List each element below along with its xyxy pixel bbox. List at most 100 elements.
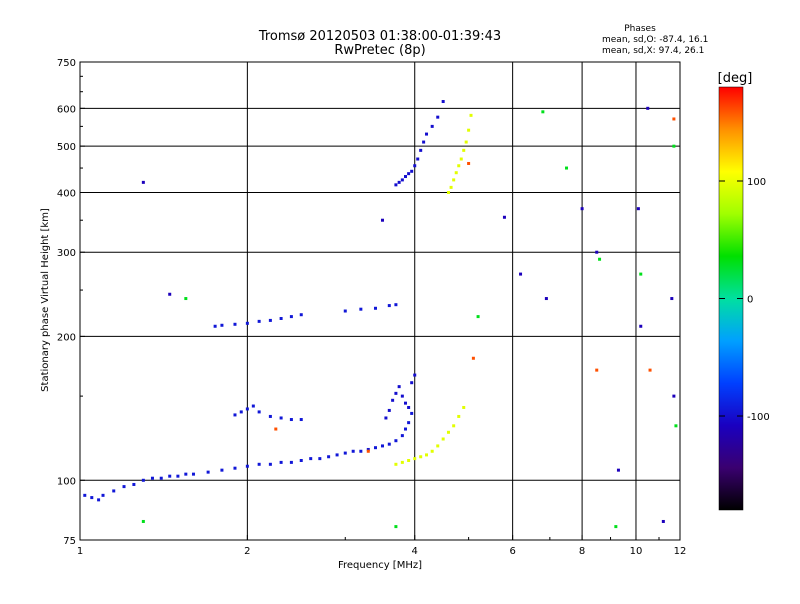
- data-point: [184, 297, 188, 301]
- data-point: [648, 368, 652, 372]
- data-point: [471, 356, 475, 360]
- data-point: [366, 449, 370, 453]
- data-point: [436, 444, 440, 448]
- data-point: [672, 144, 676, 148]
- data-point: [233, 322, 237, 326]
- data-point: [519, 272, 523, 276]
- y-tick-label: 300: [57, 248, 76, 259]
- data-point: [245, 321, 249, 325]
- data-point: [384, 416, 388, 420]
- data-point: [413, 373, 417, 377]
- data-point: [220, 468, 224, 472]
- data-point: [670, 297, 674, 301]
- data-point: [112, 489, 116, 493]
- data-point: [614, 525, 618, 529]
- data-point: [257, 319, 261, 323]
- data-point: [580, 207, 584, 211]
- data-point: [544, 297, 548, 301]
- chart-title: Tromsø 20120503 01:38:00-01:39:43: [258, 29, 501, 44]
- data-point: [289, 315, 293, 319]
- data-point: [327, 455, 331, 459]
- data-point: [279, 316, 283, 320]
- data-point: [245, 464, 249, 468]
- x-tick-label: 1: [77, 546, 83, 557]
- chart-subtitle: RwPretec (8p): [334, 43, 425, 58]
- data-point: [268, 414, 272, 418]
- data-point: [213, 324, 217, 328]
- colorbar-tick-label: 100: [747, 177, 766, 188]
- data-point: [457, 164, 461, 168]
- data-point: [422, 140, 426, 144]
- data-point: [454, 171, 458, 175]
- data-point: [239, 410, 243, 414]
- data-point: [257, 462, 261, 466]
- data-point: [359, 307, 363, 311]
- data-point: [404, 427, 408, 431]
- x-tick-label: 2: [244, 546, 250, 557]
- data-point: [452, 178, 456, 182]
- data-point: [141, 478, 145, 482]
- data-point: [387, 408, 391, 412]
- data-point: [257, 410, 261, 414]
- data-point: [413, 457, 417, 461]
- data-point: [397, 180, 401, 184]
- data-point: [400, 178, 404, 182]
- data-point: [394, 391, 398, 395]
- data-point: [446, 190, 450, 194]
- data-point: [407, 172, 411, 176]
- data-point: [397, 385, 401, 389]
- data-point: [380, 444, 384, 448]
- data-point: [476, 315, 480, 319]
- y-tick-label: 400: [57, 188, 76, 199]
- phases-x-line: mean, sd,X: 97.4, 26.1: [602, 46, 704, 56]
- data-point: [268, 462, 272, 466]
- phases-o-line: mean, sd,O: -87.4, 16.1: [602, 35, 708, 45]
- data-point: [410, 169, 414, 173]
- data-point: [467, 161, 471, 165]
- x-tick-label: 6: [509, 546, 515, 557]
- data-point: [430, 449, 434, 453]
- data-point: [279, 460, 283, 464]
- data-point: [436, 115, 440, 119]
- data-point: [462, 148, 466, 152]
- data-point: [132, 482, 136, 486]
- data-point: [359, 449, 363, 453]
- data-point: [430, 124, 434, 128]
- data-point: [206, 470, 210, 474]
- y-axis-ticks: 75 100 200 300 400 500 600 750: [57, 58, 85, 547]
- data-point: [672, 394, 676, 398]
- data-point: [394, 303, 398, 307]
- data-point: [672, 117, 676, 121]
- data-point: [394, 439, 398, 443]
- data-point: [674, 424, 678, 428]
- data-point: [595, 368, 599, 372]
- data-point: [407, 421, 411, 425]
- data-point: [639, 324, 643, 328]
- data-point: [245, 407, 249, 411]
- data-point: [565, 166, 569, 170]
- y-tick-label: 200: [57, 332, 76, 343]
- data-point: [373, 446, 377, 450]
- data-point: [400, 460, 404, 464]
- data-point: [469, 113, 473, 117]
- colorbar-tick-label: 0: [747, 295, 753, 306]
- data-point: [464, 140, 468, 144]
- colorbar-label: [deg]: [718, 71, 753, 86]
- data-point: [391, 398, 395, 402]
- data-point: [251, 404, 255, 408]
- y-tick-label: 500: [57, 142, 76, 153]
- data-point: [220, 323, 224, 327]
- data-points: [83, 100, 678, 529]
- data-point: [83, 493, 87, 497]
- data-point: [299, 418, 303, 422]
- data-point: [191, 472, 195, 476]
- data-point: [97, 498, 101, 502]
- data-point: [289, 418, 293, 422]
- data-point: [289, 460, 293, 464]
- data-point: [366, 447, 370, 451]
- data-point: [122, 485, 126, 489]
- data-point: [404, 401, 408, 405]
- data-point: [184, 472, 188, 476]
- data-point: [274, 427, 278, 431]
